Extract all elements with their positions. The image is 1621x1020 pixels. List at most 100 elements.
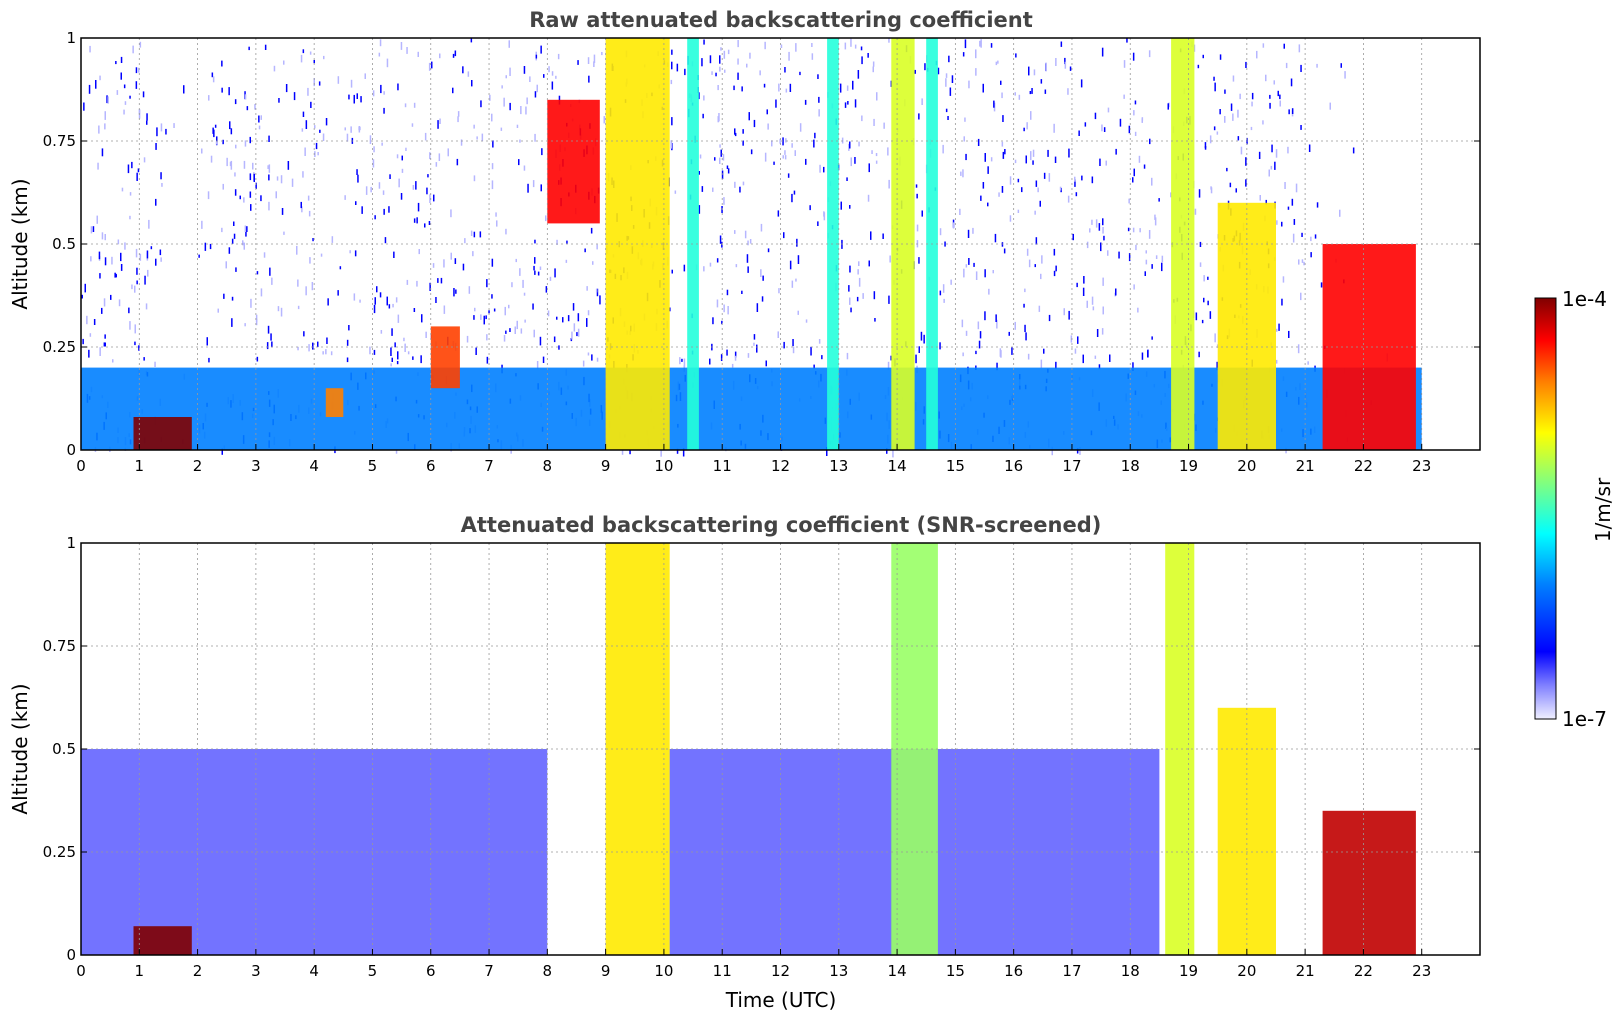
noise-speck	[1291, 108, 1294, 114]
noise-speck	[356, 93, 358, 99]
noise-speck	[719, 157, 721, 164]
noise-speck	[1209, 311, 1212, 319]
noise-speck	[391, 328, 393, 336]
noise-speck	[671, 49, 673, 55]
noise-speck	[1251, 92, 1254, 100]
noise-speck	[990, 157, 993, 162]
x-tick-label: 4	[309, 962, 319, 980]
noise-speck	[154, 361, 156, 367]
noise-speck	[944, 241, 946, 247]
noise-speck	[129, 95, 131, 99]
noise-speck	[1141, 117, 1144, 121]
noise-speck	[784, 150, 786, 155]
noise-speck	[267, 325, 270, 334]
noise-speck	[1216, 131, 1219, 135]
noise-speck	[1134, 131, 1137, 136]
noise-speck	[1269, 102, 1271, 109]
noise-speck	[214, 124, 217, 128]
noise-speck	[839, 83, 842, 93]
noise-speck	[1015, 53, 1017, 58]
noise-speck	[858, 277, 861, 287]
noise-speck	[671, 61, 673, 70]
noise-speck	[1047, 149, 1049, 157]
noise-speck	[1078, 130, 1080, 136]
noise-speck	[1194, 208, 1197, 215]
noise-speck	[374, 215, 376, 220]
noise-speck	[433, 194, 435, 202]
noise-speck	[1028, 259, 1031, 268]
noise-speck	[280, 175, 283, 184]
noise-speck	[540, 45, 542, 54]
noise-speck	[792, 339, 794, 347]
noise-speck	[297, 346, 299, 351]
noise-speck	[711, 71, 713, 75]
noise-speck	[868, 163, 870, 173]
noise-speck	[156, 127, 158, 137]
noise-speck	[1030, 151, 1032, 161]
noise-speck	[147, 269, 149, 277]
noise-speck	[1224, 116, 1226, 123]
panel-screened-title: Attenuated backscattering coefficient (S…	[461, 513, 1102, 537]
noise-speck	[1102, 277, 1104, 286]
noise-speck	[438, 153, 441, 161]
noise-speck	[1232, 75, 1235, 82]
noise-speck	[1003, 248, 1006, 254]
noise-speck	[553, 336, 556, 343]
noise-speck	[1274, 161, 1276, 170]
noise-speck	[326, 337, 328, 344]
noise-speck	[701, 58, 703, 67]
noise-speck	[413, 102, 416, 108]
noise-speck	[1232, 113, 1234, 121]
noise-speck	[206, 337, 208, 346]
noise-speck	[551, 81, 554, 90]
noise-speck	[378, 182, 381, 189]
x-tick-label: 15	[946, 457, 965, 475]
noise-speck	[719, 66, 721, 72]
noise-speck	[1034, 264, 1036, 268]
noise-speck	[211, 72, 214, 78]
noise-speck	[1086, 300, 1088, 308]
noise-speck	[95, 80, 97, 89]
noise-speck	[921, 210, 923, 217]
noise-speck	[783, 232, 785, 239]
noise-speck	[1235, 188, 1237, 193]
noise-speck	[474, 307, 476, 312]
noise-speck	[699, 154, 702, 159]
noise-speck	[413, 308, 416, 312]
noise-speck	[244, 94, 247, 100]
noise-speck	[763, 83, 766, 88]
noise-speck	[535, 54, 538, 59]
noise-speck	[467, 71, 470, 77]
panel-screened-grid	[80, 542, 1480, 956]
noise-speck	[308, 344, 310, 352]
y-tick-label: 0.5	[52, 740, 76, 758]
noise-speck	[821, 355, 823, 360]
noise-speck	[1001, 242, 1004, 247]
noise-speck	[1064, 61, 1067, 69]
noise-speck	[792, 346, 795, 354]
noise-speck	[317, 341, 319, 348]
noise-speck	[260, 115, 262, 120]
noise-speck	[1053, 248, 1056, 256]
noise-speck	[566, 240, 568, 244]
noise-speck	[358, 126, 361, 133]
noise-speck	[302, 111, 305, 117]
noise-speck	[397, 314, 400, 323]
noise-speck	[1119, 118, 1122, 127]
noise-speck	[115, 61, 117, 65]
noise-speck	[679, 357, 681, 365]
noise-speck	[1025, 155, 1027, 164]
noise-speck	[492, 140, 494, 148]
noise-speck	[942, 144, 944, 154]
noise-speck	[921, 98, 923, 105]
noise-speck	[309, 51, 312, 55]
noise-speck	[995, 61, 998, 66]
noise-speck	[382, 190, 385, 195]
colorbar-unit-label: 1/m/sr	[1591, 477, 1615, 542]
noise-speck	[787, 173, 790, 178]
x-tick-label: 20	[1237, 457, 1256, 475]
noise-speck	[540, 184, 542, 192]
x-tick-label: 9	[601, 962, 611, 980]
noise-speck	[1086, 241, 1089, 249]
noise-speck	[314, 151, 316, 157]
